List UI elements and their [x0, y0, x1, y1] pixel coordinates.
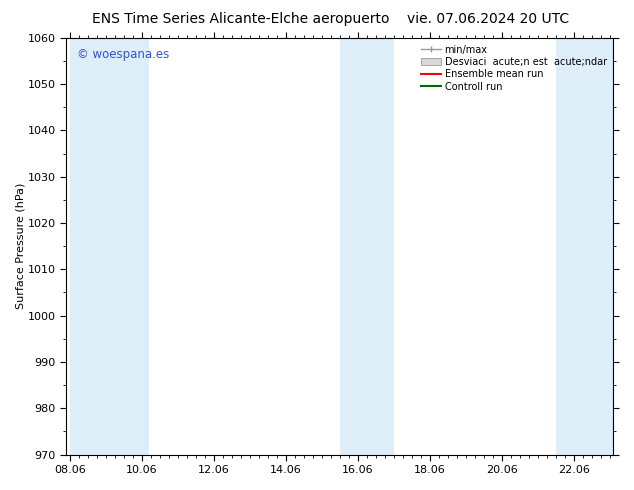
Bar — [95, 38, 149, 455]
Text: ENS Time Series Alicante-Elche aeropuerto: ENS Time Series Alicante-Elche aeropuert… — [92, 12, 390, 26]
Bar — [556, 38, 614, 455]
Bar — [340, 38, 394, 455]
Legend: min/max, Desviaci  acute;n est  acute;ndar, Ensemble mean run, Controll run: min/max, Desviaci acute;n est acute;ndar… — [419, 43, 609, 94]
Text: © woespana.es: © woespana.es — [77, 48, 169, 61]
Y-axis label: Surface Pressure (hPa): Surface Pressure (hPa) — [15, 183, 25, 309]
Bar — [70, 38, 95, 455]
Text: vie. 07.06.2024 20 UTC: vie. 07.06.2024 20 UTC — [407, 12, 569, 26]
